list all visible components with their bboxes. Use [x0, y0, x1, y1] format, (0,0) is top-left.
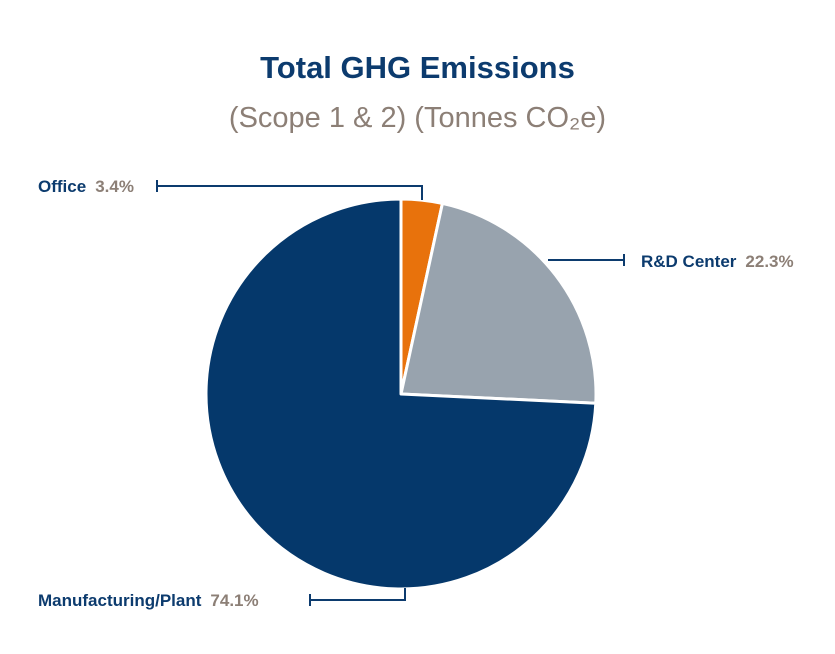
leader-line-office: [156, 180, 423, 200]
label-rd-center: R&D Center 22.3%: [548, 252, 794, 271]
slice-label-rd-center: R&D Center: [641, 252, 737, 271]
svg-text:Manufacturing/Plant 74.1: Manufacturing/Plant 74.1%: [38, 591, 259, 610]
pie-slice-r-d-center: [399, 201, 598, 405]
slice-value-manufacturing-plant: 74.1%: [210, 591, 258, 610]
label-manufacturing-plant: Manufacturing/Plant 74.1%: [38, 588, 406, 610]
slice-value-rd-center: 22.3%: [745, 252, 793, 271]
pie-slice-manufacturing-plant: [204, 197, 598, 591]
leader-line-manufacturing-plant: [309, 588, 406, 606]
label-office: Office 3.4%: [38, 177, 423, 200]
slice-label-manufacturing-plant: Manufacturing/Plant: [38, 591, 202, 610]
slice-value-office: 3.4%: [95, 177, 134, 196]
svg-text:Office 3.4%: Office 3.4%: [38, 177, 134, 196]
slice-label-office: Office: [38, 177, 86, 196]
chart-subtitle: (Scope 1 & 2) (Tonnes CO₂e): [228, 102, 607, 134]
chart-title: Total GHG Emissions: [260, 50, 575, 85]
pie-slices: [204, 197, 598, 591]
svg-text:R&D Center 22.3%: R&D Center 22.3%: [641, 252, 794, 271]
leader-line-rd-center: [548, 254, 625, 266]
